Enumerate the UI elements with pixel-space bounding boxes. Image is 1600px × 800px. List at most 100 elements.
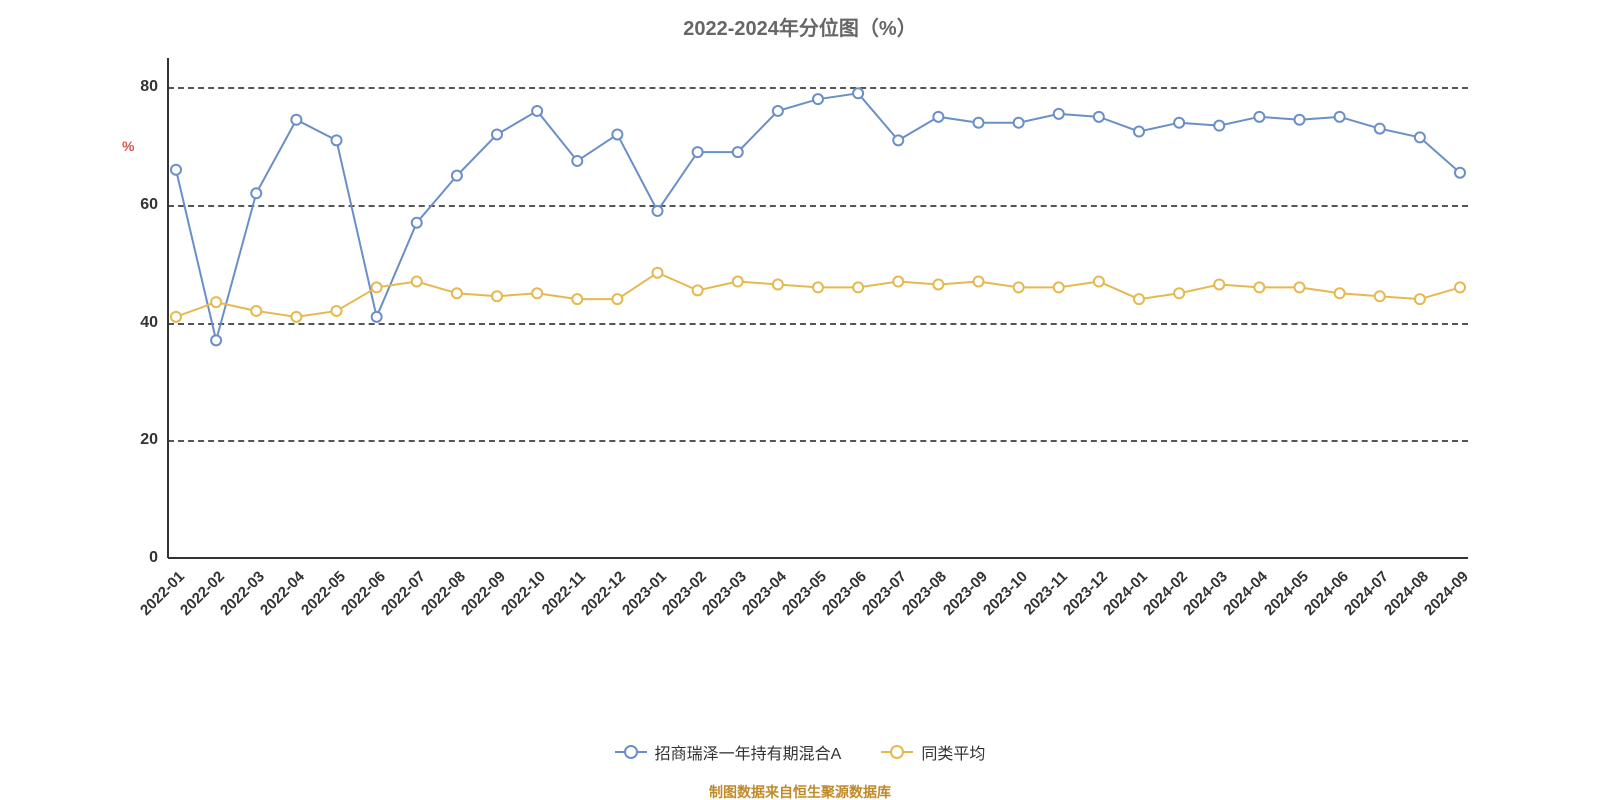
series-marker-1: [492, 291, 502, 301]
series-marker-1: [813, 282, 823, 292]
x-tick-label: 2024-04: [1220, 568, 1271, 619]
legend-item-0: 招商瑞泽一年持有期混合A: [615, 740, 842, 764]
y-tick-label: 40: [118, 314, 158, 332]
x-tick-label: 2023-08: [899, 568, 950, 619]
series-marker-0: [974, 118, 984, 128]
series-marker-1: [1455, 282, 1465, 292]
series-marker-1: [1054, 282, 1064, 292]
series-marker-0: [1375, 124, 1385, 134]
series-marker-1: [291, 312, 301, 322]
series-marker-0: [332, 135, 342, 145]
x-tick-label: 2022-04: [257, 568, 308, 619]
series-marker-0: [251, 188, 261, 198]
series-marker-1: [653, 268, 663, 278]
legend-swatch-marker: [890, 745, 904, 759]
x-tick-label: 2023-01: [619, 568, 670, 619]
series-marker-0: [1335, 112, 1345, 122]
x-tick-label: 2022-01: [137, 568, 188, 619]
series-marker-0: [612, 129, 622, 139]
series-marker-1: [853, 282, 863, 292]
series-marker-1: [1014, 282, 1024, 292]
series-marker-0: [532, 106, 542, 116]
legend-item-1: 同类平均: [881, 740, 985, 764]
series-marker-1: [733, 277, 743, 287]
series-marker-1: [933, 279, 943, 289]
y-axis-unit: %: [122, 138, 134, 154]
series-line-0: [176, 93, 1460, 340]
series-marker-1: [1295, 282, 1305, 292]
series-marker-0: [1214, 121, 1224, 131]
x-tick-label: 2022-05: [298, 568, 349, 619]
series-marker-0: [933, 112, 943, 122]
legend-label: 招商瑞泽一年持有期混合A: [655, 740, 842, 764]
x-tick-label: 2024-05: [1261, 568, 1312, 619]
series-marker-0: [412, 218, 422, 228]
series-marker-0: [1455, 168, 1465, 178]
series-marker-0: [1014, 118, 1024, 128]
chart-title: 2022-2024年分位图（%）: [0, 12, 1600, 41]
series-marker-0: [893, 135, 903, 145]
y-tick-label: 60: [118, 196, 158, 214]
series-marker-0: [1054, 109, 1064, 119]
series-marker-1: [1134, 294, 1144, 304]
series-marker-1: [1415, 294, 1425, 304]
series-marker-1: [532, 288, 542, 298]
legend-label: 同类平均: [921, 740, 985, 764]
plot-area: [168, 58, 1468, 558]
series-marker-0: [291, 115, 301, 125]
series-marker-1: [452, 288, 462, 298]
series-marker-0: [1254, 112, 1264, 122]
series-marker-0: [1295, 115, 1305, 125]
series-marker-0: [1134, 127, 1144, 137]
series-marker-0: [733, 147, 743, 157]
series-marker-0: [372, 312, 382, 322]
series-marker-1: [372, 282, 382, 292]
series-marker-1: [1094, 277, 1104, 287]
series-marker-1: [1254, 282, 1264, 292]
series-marker-1: [332, 306, 342, 316]
series-marker-1: [773, 279, 783, 289]
series-marker-1: [693, 285, 703, 295]
series-marker-0: [211, 335, 221, 345]
legend-swatch-line: [881, 751, 913, 753]
series-marker-0: [1415, 132, 1425, 142]
x-tick-label: 2022-09: [458, 568, 509, 619]
legend-swatch-marker: [624, 745, 638, 759]
series-marker-0: [813, 94, 823, 104]
x-tick-label: 2022-12: [578, 568, 629, 619]
series-marker-1: [893, 277, 903, 287]
series-marker-1: [572, 294, 582, 304]
series-marker-0: [773, 106, 783, 116]
legend: 招商瑞泽一年持有期混合A 同类平均: [0, 740, 1600, 764]
series-marker-1: [612, 294, 622, 304]
series-marker-0: [492, 129, 502, 139]
x-tick-label: 2024-09: [1421, 568, 1472, 619]
y-tick-label: 0: [118, 549, 158, 567]
x-tick-label: 2024-01: [1100, 568, 1151, 619]
series-marker-0: [1094, 112, 1104, 122]
series-marker-0: [693, 147, 703, 157]
chart-container: 2022-2024年分位图（%） % 0 20 40 60 80 2022-01 2022…: [0, 0, 1600, 800]
footer-note: 制图数据来自恒生聚源数据库: [0, 782, 1600, 800]
series-marker-1: [251, 306, 261, 316]
x-tick-label: 2023-05: [779, 568, 830, 619]
series-marker-0: [572, 156, 582, 166]
series-marker-1: [1214, 279, 1224, 289]
series-marker-1: [974, 277, 984, 287]
series-marker-0: [452, 171, 462, 181]
series-marker-0: [171, 165, 181, 175]
series-marker-0: [653, 206, 663, 216]
series-layer: [168, 58, 1468, 558]
x-tick-label: 2023-09: [940, 568, 991, 619]
legend-swatch-line: [615, 751, 647, 753]
x-tick-label: 2022-10: [498, 568, 549, 619]
series-marker-1: [211, 297, 221, 307]
series-marker-1: [171, 312, 181, 322]
y-tick-label: 20: [118, 431, 158, 449]
series-marker-1: [1335, 288, 1345, 298]
series-marker-1: [1375, 291, 1385, 301]
series-marker-1: [1174, 288, 1184, 298]
series-marker-1: [412, 277, 422, 287]
y-tick-label: 80: [118, 78, 158, 96]
series-marker-0: [1174, 118, 1184, 128]
